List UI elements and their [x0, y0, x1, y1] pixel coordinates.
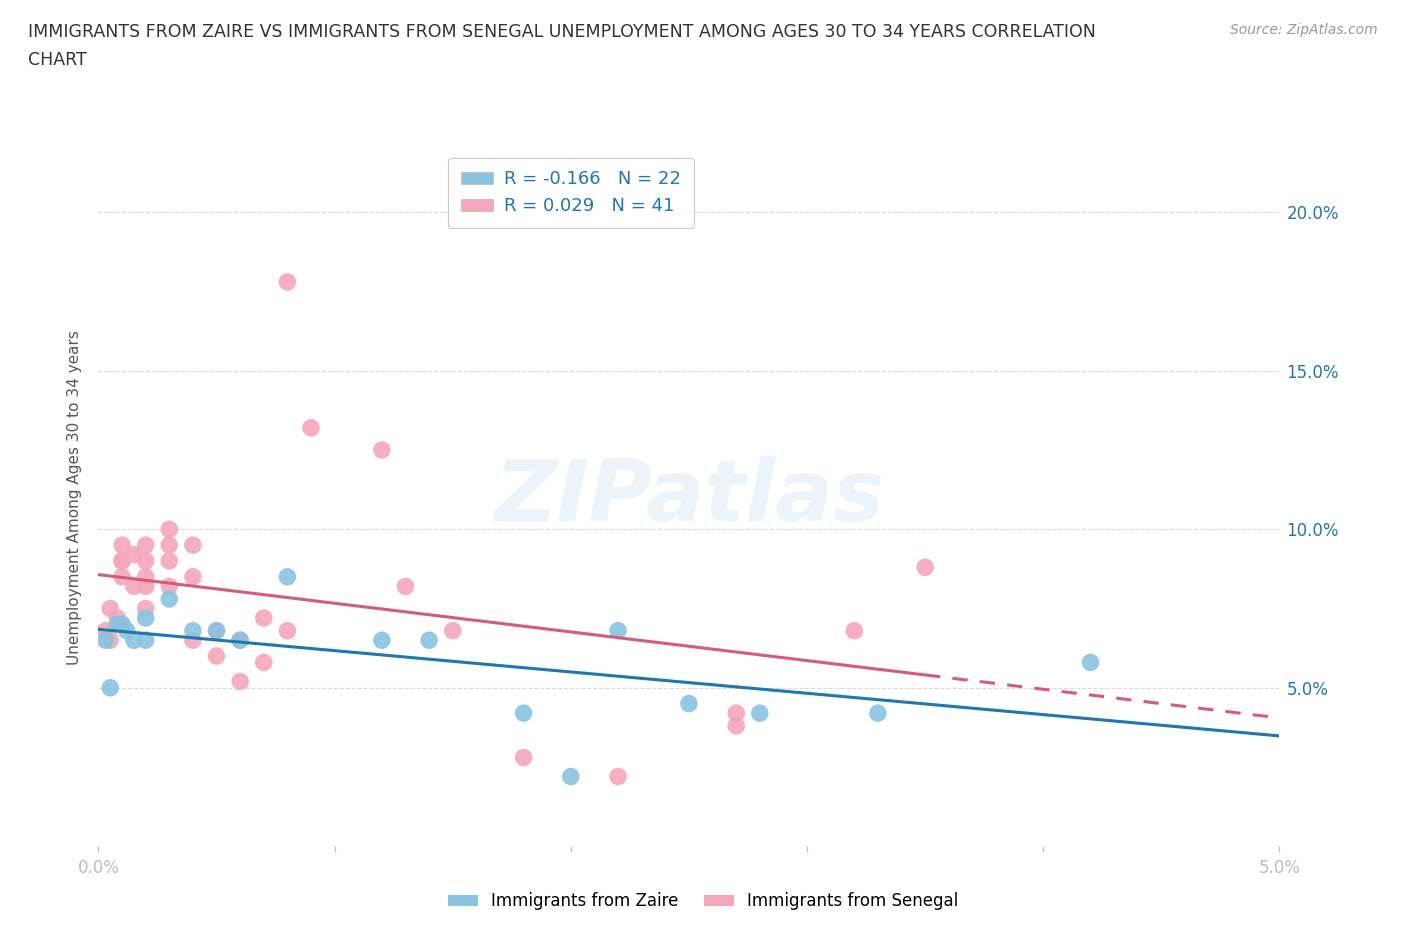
- Point: [111, 538, 134, 552]
- Point: [105, 611, 128, 626]
- Y-axis label: Unemployment Among Ages 30 to 34 years: Unemployment Among Ages 30 to 34 years: [67, 330, 83, 665]
- Point: [98, 632, 121, 647]
- Point: [98, 681, 121, 696]
- Point: [181, 623, 204, 638]
- Point: [135, 632, 157, 647]
- Point: [725, 718, 748, 733]
- Point: [94, 623, 117, 638]
- Point: [394, 578, 416, 593]
- Point: [844, 623, 866, 638]
- Point: [135, 569, 157, 584]
- Point: [1080, 655, 1102, 670]
- Point: [122, 547, 145, 562]
- Text: IMMIGRANTS FROM ZAIRE VS IMMIGRANTS FROM SENEGAL UNEMPLOYMENT AMONG AGES 30 TO 3: IMMIGRANTS FROM ZAIRE VS IMMIGRANTS FROM…: [28, 23, 1097, 41]
- Point: [157, 578, 180, 593]
- Point: [111, 553, 134, 568]
- Point: [135, 611, 157, 626]
- Point: [914, 560, 936, 575]
- Point: [441, 623, 464, 638]
- Point: [157, 522, 180, 537]
- Point: [678, 697, 700, 711]
- Point: [607, 769, 630, 784]
- Point: [205, 623, 228, 638]
- Point: [253, 611, 276, 626]
- Point: [512, 706, 534, 721]
- Point: [122, 578, 145, 593]
- Text: CHART: CHART: [28, 51, 87, 69]
- Point: [105, 617, 128, 631]
- Point: [725, 706, 748, 721]
- Point: [205, 623, 228, 638]
- Point: [276, 569, 298, 584]
- Point: [115, 623, 138, 638]
- Point: [135, 553, 157, 568]
- Point: [157, 538, 180, 552]
- Point: [512, 751, 534, 765]
- Point: [122, 632, 145, 647]
- Point: [98, 601, 121, 616]
- Point: [299, 420, 322, 435]
- Point: [181, 538, 204, 552]
- Point: [418, 632, 440, 647]
- Point: [866, 706, 889, 721]
- Point: [560, 769, 582, 784]
- Text: Source: ZipAtlas.com: Source: ZipAtlas.com: [1230, 23, 1378, 37]
- Point: [205, 648, 228, 663]
- Point: [111, 569, 134, 584]
- Point: [253, 655, 276, 670]
- Text: ZIPatlas: ZIPatlas: [494, 456, 884, 539]
- Point: [135, 538, 157, 552]
- Point: [181, 632, 204, 647]
- Legend: R = -0.166   N = 22, R = 0.029   N = 41: R = -0.166 N = 22, R = 0.029 N = 41: [449, 158, 693, 228]
- Point: [111, 617, 134, 631]
- Point: [111, 617, 134, 631]
- Point: [371, 632, 394, 647]
- Point: [181, 569, 204, 584]
- Legend: Immigrants from Zaire, Immigrants from Senegal: Immigrants from Zaire, Immigrants from S…: [441, 885, 965, 917]
- Point: [229, 674, 252, 689]
- Point: [94, 632, 117, 647]
- Point: [607, 623, 630, 638]
- Point: [157, 591, 180, 606]
- Point: [135, 601, 157, 616]
- Point: [371, 443, 394, 458]
- Point: [229, 632, 252, 647]
- Point: [135, 578, 157, 593]
- Point: [276, 274, 298, 289]
- Point: [229, 632, 252, 647]
- Point: [748, 706, 770, 721]
- Point: [276, 623, 298, 638]
- Point: [111, 553, 134, 568]
- Point: [157, 553, 180, 568]
